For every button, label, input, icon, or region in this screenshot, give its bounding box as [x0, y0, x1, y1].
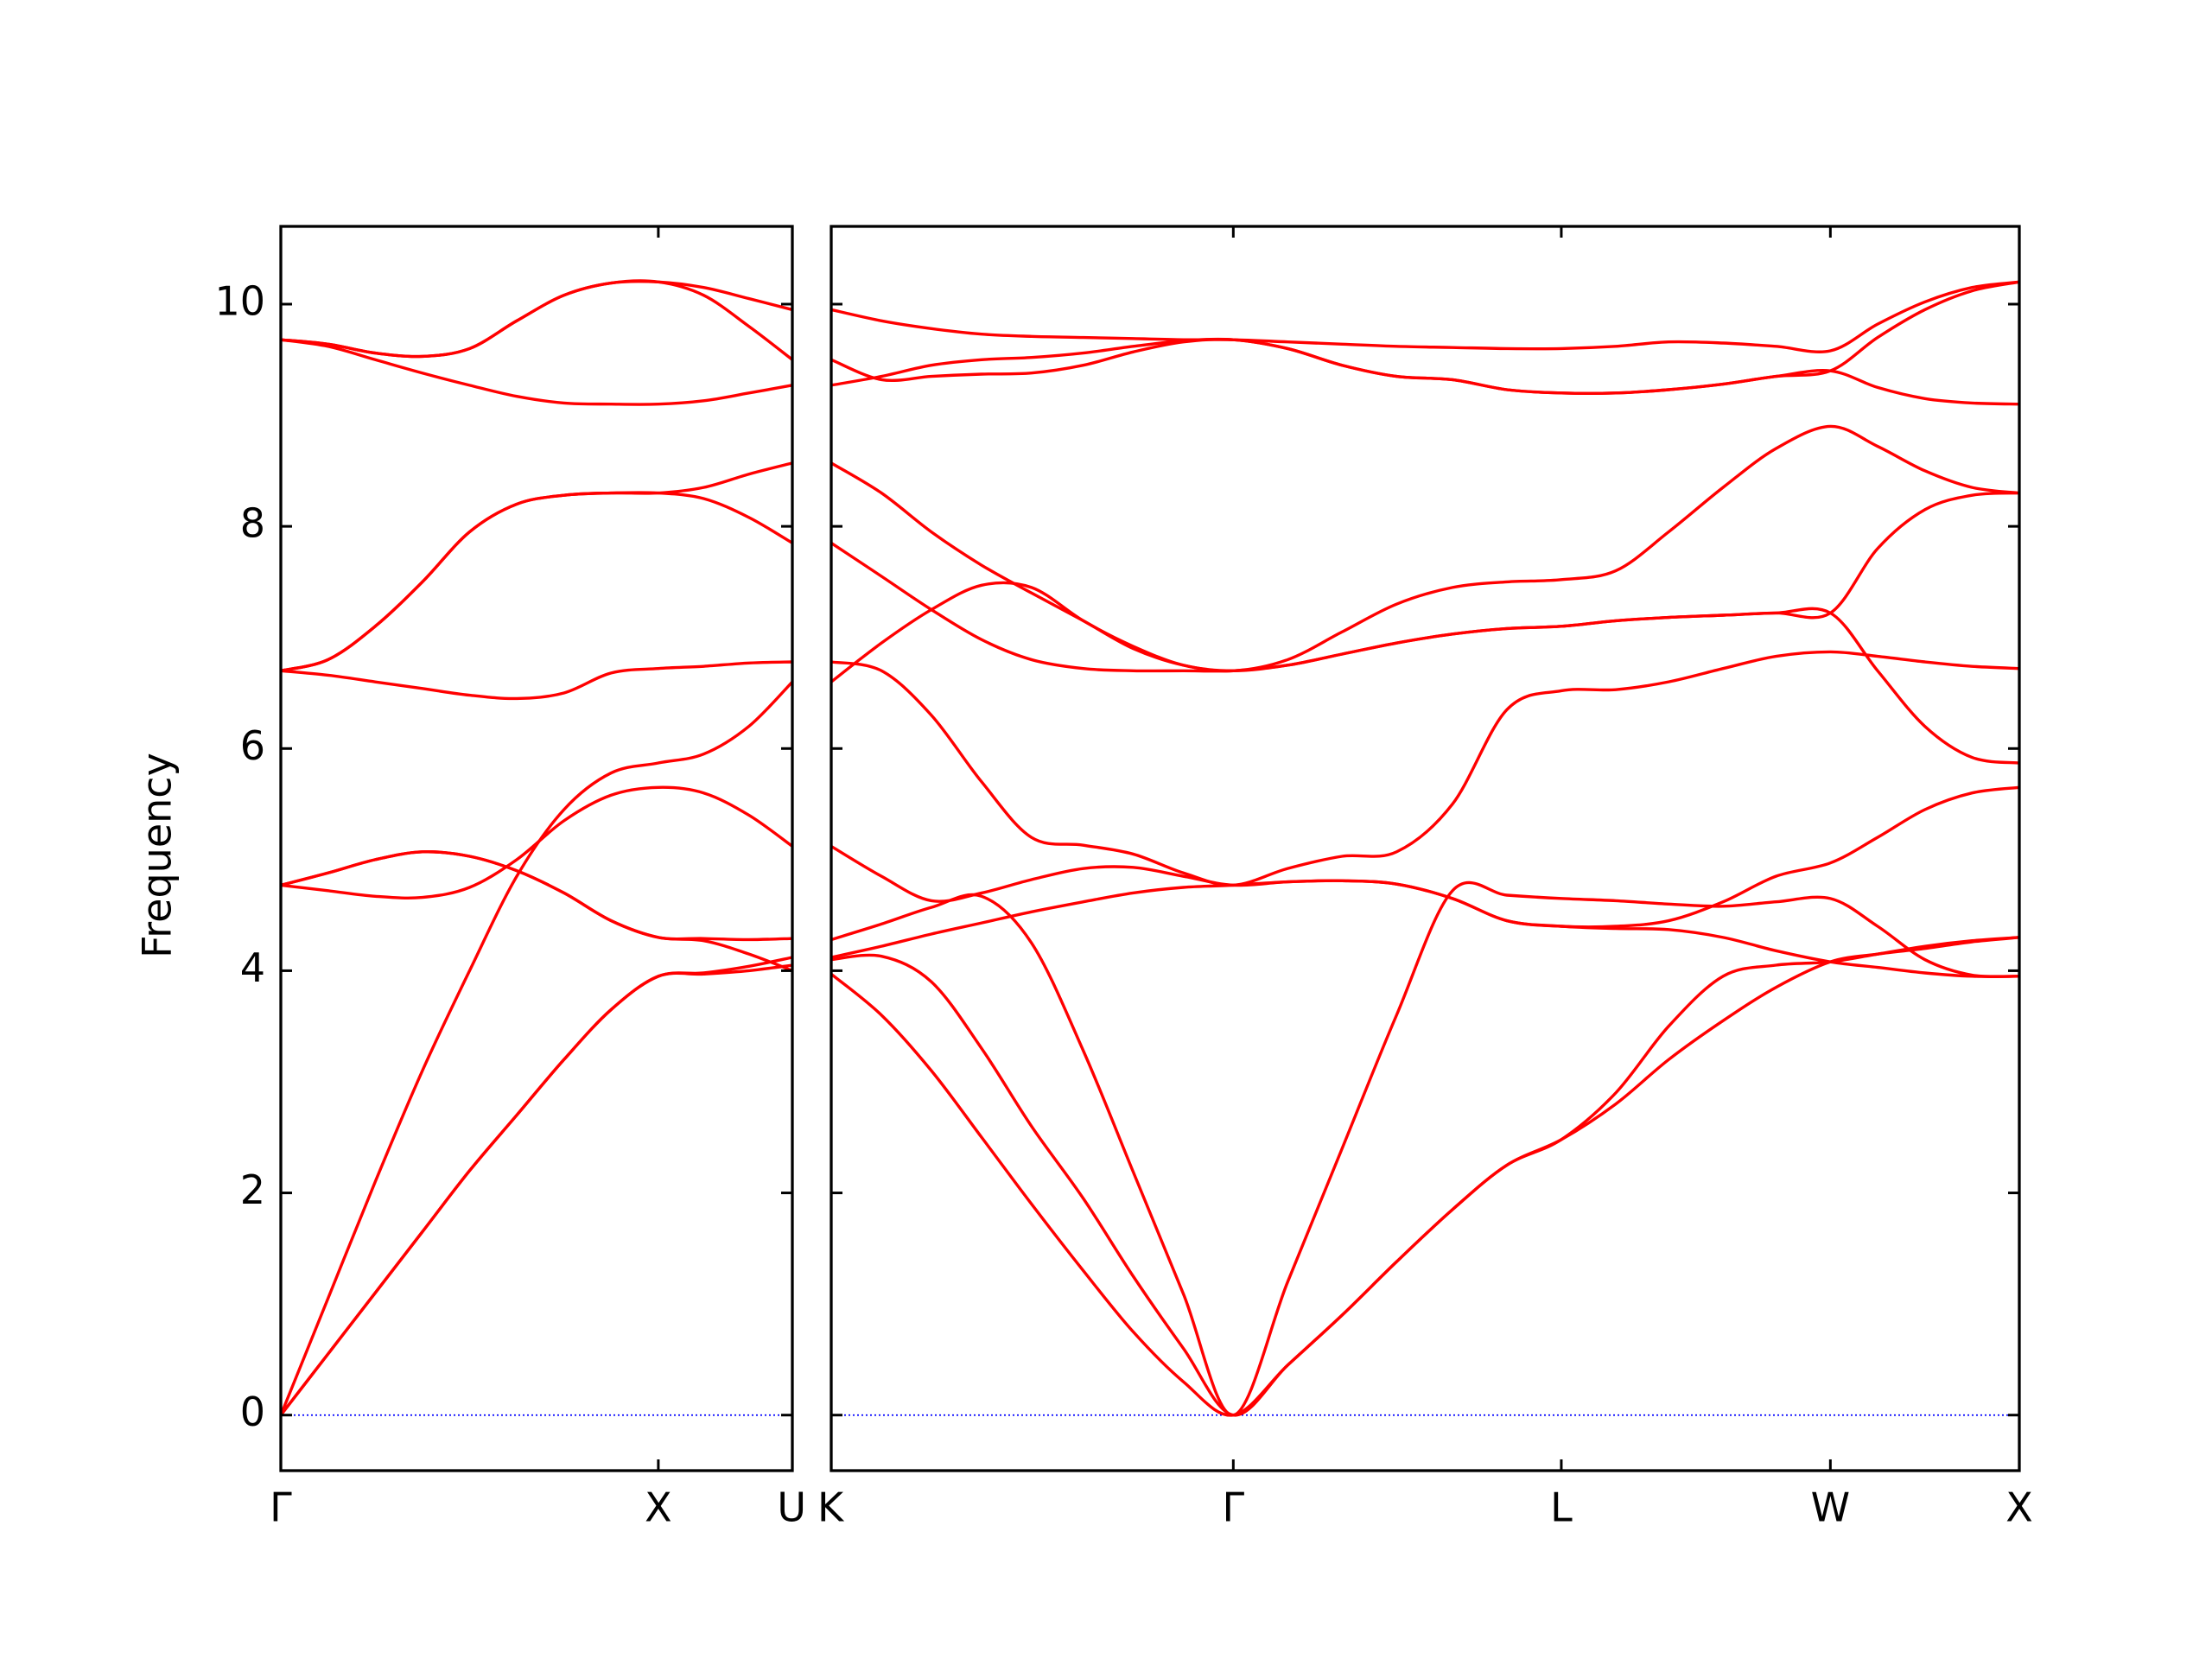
y-axis-label: Frequency	[134, 753, 181, 958]
band-line	[280, 850, 793, 942]
axes-frame	[279, 225, 794, 1472]
band-line	[280, 660, 793, 701]
x-tick-label: K	[817, 1484, 845, 1531]
band-line	[280, 279, 793, 359]
band-line	[280, 461, 793, 672]
x-tick-label: X	[2005, 1484, 2033, 1531]
axes-frame	[830, 225, 2021, 1472]
x-tick-label: L	[1550, 1484, 1573, 1531]
band-line	[830, 880, 2020, 1417]
x-tick-label: X	[645, 1484, 672, 1531]
x-tick-label: W	[1811, 1484, 1850, 1531]
band-line	[279, 680, 794, 1416]
band-line	[830, 424, 2020, 673]
band-line	[830, 280, 2020, 353]
x-tick-label: Γ	[1223, 1484, 1245, 1531]
band-line	[279, 956, 793, 1416]
band-line	[830, 785, 2020, 929]
x-tick-label: U	[777, 1484, 806, 1531]
band-line	[830, 491, 2020, 673]
y-tick-label: 10	[214, 278, 265, 325]
x-tick-label: Γ	[270, 1484, 292, 1531]
band-line	[830, 280, 2020, 396]
band-line	[280, 338, 793, 406]
y-tick-label: 6	[240, 722, 265, 769]
y-tick-label: 8	[240, 500, 265, 547]
y-tick-label: 2	[240, 1166, 265, 1213]
band-line	[830, 650, 2020, 887]
y-tick-label: 0	[240, 1389, 265, 1435]
band-line	[830, 936, 2020, 1417]
y-tick-label: 4	[240, 944, 265, 991]
